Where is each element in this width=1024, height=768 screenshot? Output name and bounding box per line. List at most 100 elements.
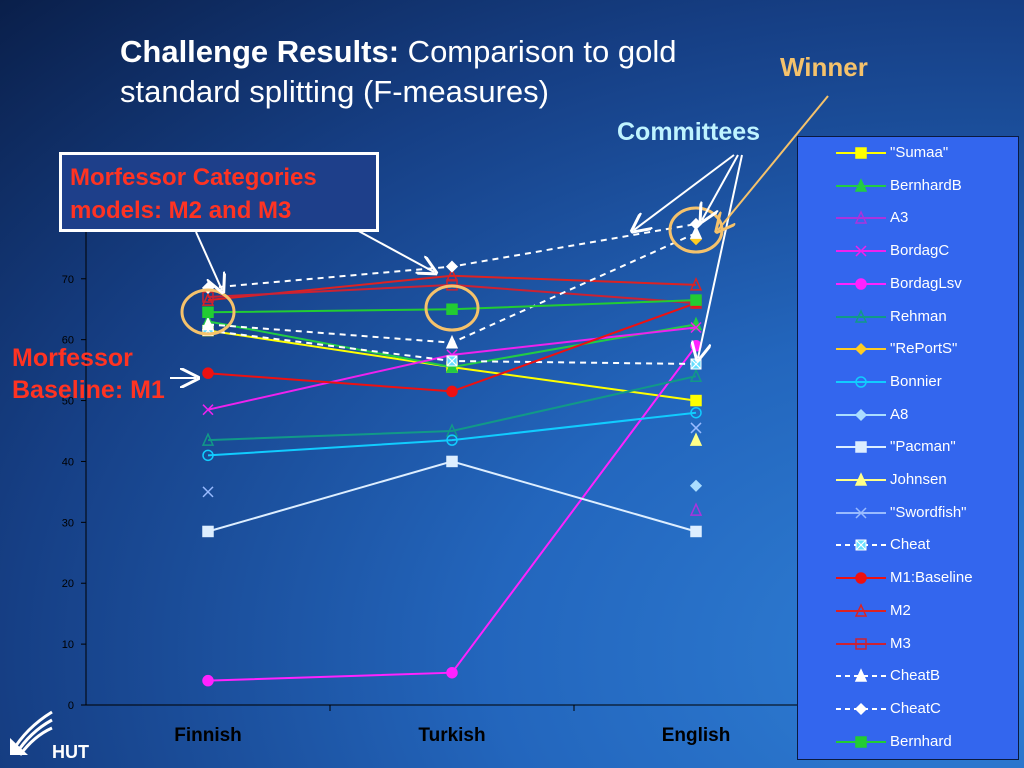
- legend-item: M1:Baseline: [798, 566, 1018, 590]
- data-point: [855, 245, 867, 257]
- data-point: [855, 278, 867, 290]
- committees-arrow-2: [702, 154, 739, 220]
- series-line: [207, 283, 697, 305]
- data-point: [445, 334, 459, 349]
- x-tick-label: Turkish: [418, 725, 485, 746]
- data-point: [854, 702, 868, 715]
- data-point: [690, 422, 702, 434]
- slide-title: Challenge Results: Comparison to gold st…: [120, 32, 760, 112]
- data-point: [689, 432, 703, 446]
- data-point: [854, 177, 868, 192]
- series-bonnier: [202, 406, 702, 462]
- categories-arrow-finnish: [195, 231, 222, 290]
- data-point: [855, 637, 867, 650]
- data-point: [445, 267, 459, 282]
- legend-swatch: [836, 507, 886, 519]
- legend-label: "Pacman": [890, 438, 956, 456]
- legend-label: "Swordfish": [890, 503, 967, 521]
- legend-label: "RePortS": [890, 340, 958, 358]
- data-point: [854, 472, 868, 486]
- legend-item: M2: [798, 599, 1018, 623]
- series-pacman: [202, 455, 702, 538]
- series-rehman: [201, 368, 703, 446]
- series-swordfish: [202, 422, 702, 498]
- baseline-callout: Morfessor Baseline: M1: [12, 342, 165, 406]
- hut-logo-icon: [10, 710, 53, 756]
- annotation-arrows: [170, 95, 829, 378]
- data-point-cross: [446, 355, 458, 367]
- data-point: [445, 423, 459, 437]
- y-tick-label: 40: [62, 456, 74, 468]
- data-point: [854, 210, 868, 225]
- legend-item: Bonnier: [798, 370, 1018, 394]
- data-point: [854, 343, 868, 356]
- data-point: [854, 602, 868, 617]
- y-tick-label: 60: [62, 335, 74, 347]
- data-point: [689, 479, 703, 492]
- categories-line2: models: M2 and M3: [70, 197, 292, 224]
- y-tick-label: 0: [68, 700, 74, 712]
- legend-swatch: [836, 735, 886, 748]
- legend-item: Cheat: [798, 533, 1018, 557]
- data-point: [854, 668, 868, 682]
- data-point: [690, 406, 702, 419]
- data-point: [690, 394, 702, 407]
- legend-label: A8: [890, 405, 909, 423]
- legend-item: CheatC: [798, 697, 1018, 721]
- legend-label: Bonnier: [890, 372, 942, 390]
- chart-axes: 0102030405060708090FinnishTurkishEnglish: [62, 152, 818, 746]
- data-point: [689, 217, 703, 231]
- y-tick-label: 30: [62, 517, 74, 529]
- series-line: [207, 411, 697, 457]
- data-point: [854, 408, 868, 421]
- categories-callout: Morfessor Categories models: M2 and M3: [59, 152, 379, 232]
- series-bernhard: [202, 294, 702, 319]
- data-point: [690, 294, 702, 306]
- series-a8: [689, 479, 703, 492]
- chart-legend: "Sumaa" BernhardB A3 BordagC BordagLsv Rehman…: [797, 136, 1019, 760]
- legend-swatch: [836, 245, 886, 257]
- y-tick-label: 10: [62, 639, 74, 651]
- data-point: [202, 367, 214, 379]
- baseline-line1: Morfessor: [12, 344, 133, 372]
- committees-arrow-1: [634, 154, 735, 230]
- legend-swatch: [836, 210, 886, 225]
- data-point: [689, 502, 703, 516]
- legend-item: CheatB: [798, 664, 1018, 688]
- legend-item: BernhardB: [798, 174, 1018, 198]
- legend-swatch: [836, 147, 886, 159]
- legend-swatch: [836, 472, 886, 486]
- series-line: [207, 460, 697, 533]
- data-point: [202, 525, 214, 538]
- legend-item: A8: [798, 403, 1018, 427]
- legend-label: CheatC: [890, 699, 941, 717]
- legend-swatch: [836, 668, 886, 682]
- data-point: [201, 292, 215, 306]
- series-johnsen: [689, 432, 703, 446]
- y-tick-label: 70: [62, 274, 74, 286]
- legend-label: Bernhard: [890, 732, 952, 750]
- legend-item: M3: [798, 632, 1018, 656]
- title-rest: Comparison to gold standard splitting (F…: [120, 34, 677, 109]
- legend-label: Johnsen: [890, 471, 947, 488]
- legend-label: BordagC: [890, 242, 950, 260]
- legend-swatch: [836, 308, 886, 323]
- legend-swatch: [836, 408, 886, 421]
- data-point: [202, 306, 214, 319]
- data-point: [202, 449, 214, 462]
- legend-item: "Pacman": [798, 435, 1018, 459]
- data-point: [855, 147, 867, 159]
- committees-label: Committees: [617, 118, 761, 146]
- legend-label: Cheat: [890, 536, 931, 554]
- baseline-line2: Baseline: M1: [12, 376, 165, 404]
- title-bold: Challenge Results:: [120, 34, 400, 69]
- legend-swatch: [836, 702, 886, 715]
- winner-label: Winner: [780, 52, 868, 82]
- legend-swatch: [836, 177, 886, 192]
- series-cheatb: [201, 225, 703, 349]
- series-line: [207, 232, 697, 344]
- legend-item: Bernhard: [798, 730, 1018, 754]
- legend-item: Rehman: [798, 305, 1018, 329]
- data-point: [855, 735, 867, 748]
